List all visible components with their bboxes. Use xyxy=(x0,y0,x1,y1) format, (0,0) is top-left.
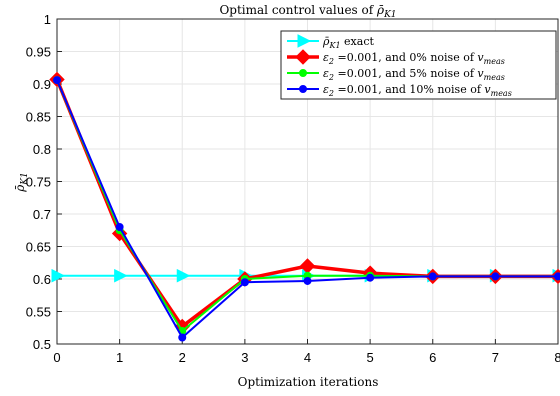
legend-item: ε2 =0.001, and 5% noise of vmeas xyxy=(287,67,505,82)
data-point xyxy=(428,272,437,281)
y-tick-label: 0.8 xyxy=(33,142,51,157)
data-point xyxy=(303,276,312,285)
legend-label: ε2 =0.001, and 0% noise of vmeas xyxy=(323,51,505,66)
y-tick-label: 0.7 xyxy=(33,207,51,222)
y-axis-label: ρ̄K1 xyxy=(13,172,30,193)
legend-label: ε2 =0.001, and 5% noise of vmeas xyxy=(323,67,505,82)
legend-item: ε2 =0.001, and 10% noise of vmeas xyxy=(287,83,512,98)
x-tick-label: 7 xyxy=(492,350,499,365)
y-tick-label: 0.75 xyxy=(26,175,51,190)
y-tick-label: 1 xyxy=(44,12,51,27)
y-tick-label: 0.9 xyxy=(33,77,51,92)
legend-label: ρ̄K1 exact xyxy=(322,35,374,50)
legend-item: ρ̄K1 exact xyxy=(287,34,374,50)
legend-swatch-marker xyxy=(297,34,312,48)
x-tick-label: 6 xyxy=(429,350,436,365)
x-tick-label: 2 xyxy=(179,350,186,365)
y-tick-label: 0.6 xyxy=(33,272,51,287)
data-point xyxy=(178,333,187,342)
legend-swatch-marker xyxy=(295,49,311,65)
series-layer xyxy=(49,71,560,342)
y-tick-label: 0.55 xyxy=(26,305,51,320)
x-tick-label: 5 xyxy=(367,350,374,365)
y-tick-label: 0.5 xyxy=(33,337,51,352)
plot-frame xyxy=(56,18,559,345)
y-tick-label: 0.65 xyxy=(26,240,51,255)
x-axis-label: Optimization iterations xyxy=(238,375,379,389)
x-tick-label: 0 xyxy=(53,350,60,365)
data-point xyxy=(554,272,560,281)
legend-swatch-marker xyxy=(299,69,307,77)
legend-box xyxy=(280,30,557,100)
x-tick-label: 3 xyxy=(241,350,248,365)
x-tick-label: 8 xyxy=(554,350,560,365)
y-tick-label: 0.85 xyxy=(26,110,51,125)
data-point xyxy=(114,268,128,283)
x-tick-label: 4 xyxy=(304,350,311,365)
data-point xyxy=(491,272,500,281)
legend-item: ε2 =0.001, and 0% noise of vmeas xyxy=(287,49,505,66)
legend-swatch-marker xyxy=(299,85,307,93)
legend-label: ε2 =0.001, and 10% noise of vmeas xyxy=(323,83,512,98)
series-3 xyxy=(53,76,560,342)
chart-title: Optimal control values of ρ̄K1 xyxy=(219,3,396,20)
x-tick-label: 1 xyxy=(116,350,123,365)
data-point xyxy=(240,278,249,287)
data-point xyxy=(366,273,375,282)
data-point xyxy=(176,268,191,283)
data-point xyxy=(115,223,124,231)
data-point xyxy=(53,76,61,85)
axes: 0 1 2 3 4 5 6 7 8 0.5 0.55 0.6 0.65 0.7 0.75 0.8 0.85 0.9… xyxy=(26,12,560,365)
data-point xyxy=(51,268,66,283)
y-tick-label: 0.95 xyxy=(26,45,51,60)
